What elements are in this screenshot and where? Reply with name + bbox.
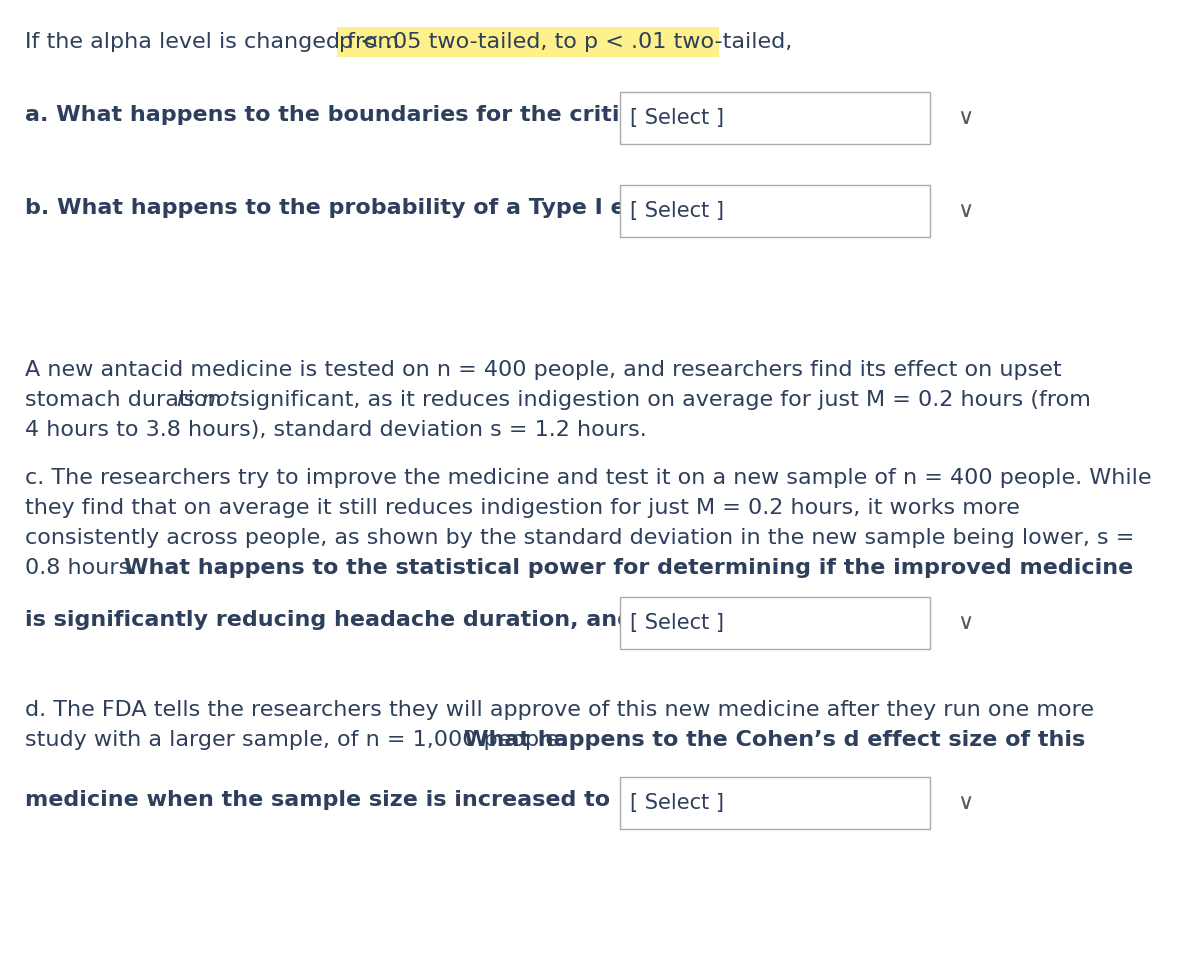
Text: significant, as it reduces indigestion on average for just M = 0.2 hours (from: significant, as it reduces indigestion o…: [232, 390, 1091, 410]
Text: A new antacid medicine is tested on n = 400 people, and researchers find its eff: A new antacid medicine is tested on n = …: [25, 360, 1062, 380]
Text: 4 hours to 3.8 hours), standard deviation s = 1.2 hours.: 4 hours to 3.8 hours), standard deviatio…: [25, 420, 647, 440]
Text: study with a larger sample, of n = 1,000 people.: study with a larger sample, of n = 1,000…: [25, 730, 574, 750]
Text: is not: is not: [178, 390, 239, 410]
Text: ∨: ∨: [956, 793, 973, 813]
Text: 0.8 hours.: 0.8 hours.: [25, 558, 144, 578]
Text: c. The researchers try to improve the medicine and test it on a new sample of n : c. The researchers try to improve the me…: [25, 468, 1152, 488]
FancyBboxPatch shape: [336, 27, 719, 57]
FancyBboxPatch shape: [620, 92, 930, 144]
Text: d. The FDA tells the researchers they will approve of this new medicine after th: d. The FDA tells the researchers they wi…: [25, 700, 1094, 720]
Text: b. What happens to the probability of a Type I error?: b. What happens to the probability of a …: [25, 198, 686, 218]
FancyBboxPatch shape: [620, 777, 930, 829]
Text: ∨: ∨: [956, 613, 973, 633]
Text: What happens to the statistical power for determining if the improved medicine: What happens to the statistical power fo…: [124, 558, 1133, 578]
Text: [ Select ]: [ Select ]: [630, 108, 724, 128]
Text: stomach duration: stomach duration: [25, 390, 229, 410]
Text: What happens to the Cohen’s d effect size of this: What happens to the Cohen’s d effect siz…: [464, 730, 1085, 750]
Text: they find that on average it still reduces indigestion for just M = 0.2 hours, i: they find that on average it still reduc…: [25, 498, 1020, 518]
Text: ∨: ∨: [956, 108, 973, 128]
Text: is significantly reducing headache duration, and why?: is significantly reducing headache durat…: [25, 610, 704, 630]
Text: ∨: ∨: [956, 201, 973, 221]
Text: If the alpha level is changed from: If the alpha level is changed from: [25, 32, 406, 52]
Text: consistently across people, as shown by the standard deviation in the new sample: consistently across people, as shown by …: [25, 528, 1134, 548]
FancyBboxPatch shape: [620, 185, 930, 237]
Text: p < .05 two-tailed, to p < .01 two-tailed,: p < .05 two-tailed, to p < .01 two-taile…: [338, 32, 792, 52]
FancyBboxPatch shape: [620, 597, 930, 649]
Text: [ Select ]: [ Select ]: [630, 793, 724, 813]
Text: medicine when the sample size is increased to 1,000?: medicine when the sample size is increas…: [25, 790, 702, 810]
Text: a. What happens to the boundaries for the critical region?: a. What happens to the boundaries for th…: [25, 105, 757, 125]
Text: [ Select ]: [ Select ]: [630, 201, 724, 221]
Text: [ Select ]: [ Select ]: [630, 613, 724, 633]
